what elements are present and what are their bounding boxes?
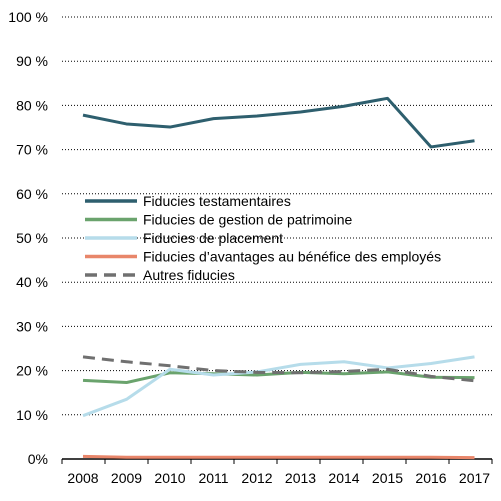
x-tick-label: 2014 bbox=[328, 470, 359, 486]
y-tick-label: 20 % bbox=[16, 363, 48, 379]
x-tick-label: 2015 bbox=[372, 470, 403, 486]
x-axis bbox=[61, 458, 493, 464]
y-tick-label: 80 % bbox=[16, 97, 48, 113]
y-tick-label: 50 % bbox=[16, 230, 48, 246]
x-tick-label: 2011 bbox=[198, 470, 228, 486]
y-tick-label: 30 % bbox=[16, 318, 48, 334]
legend-label: Fiducies d’avantages au bénéfice des emp… bbox=[143, 249, 441, 265]
x-tick-label: 2013 bbox=[285, 470, 316, 486]
x-tick-label: 2017 bbox=[459, 470, 490, 486]
series-line-3 bbox=[82, 355, 475, 418]
legend-label: Autres fiducies bbox=[143, 267, 235, 283]
legend-label: Fiducies testamentaires bbox=[143, 193, 291, 209]
legend-label: Fiducies de gestion de patrimoine bbox=[143, 212, 353, 228]
y-tick-label: 60 % bbox=[16, 186, 48, 202]
x-tick-label: 2009 bbox=[111, 470, 142, 486]
y-tick-label: 0% bbox=[28, 451, 48, 467]
x-tick-label: 2010 bbox=[154, 470, 185, 486]
y-tick-label: 10 % bbox=[16, 407, 48, 423]
series-line-1 bbox=[82, 96, 475, 149]
y-axis-tick-labels: 0% 10 % 20 % 30 % 40 % 50 % 60 % 70 % 80 % 90 % 10… bbox=[8, 9, 48, 467]
legend: Fiducies testamentaires Fiducies de gesti… bbox=[85, 193, 441, 283]
x-tick-label: 2012 bbox=[241, 470, 272, 486]
y-tick-label: 40 % bbox=[16, 274, 48, 290]
y-tick-label: 100 % bbox=[8, 9, 48, 25]
series-line-5 bbox=[82, 355, 475, 383]
series-line-4 bbox=[82, 454, 475, 460]
x-tick-label: 2016 bbox=[415, 470, 446, 486]
x-tick-label: 2008 bbox=[67, 470, 98, 486]
series-lines bbox=[82, 96, 475, 460]
x-axis-tick-labels: 2008 2009 2010 2011 2012 2013 2014 2015 2016 2017 bbox=[67, 470, 490, 486]
y-tick-label: 70 % bbox=[16, 142, 48, 158]
y-tick-label: 90 % bbox=[16, 53, 48, 69]
legend-label: Fiducies de placement bbox=[143, 230, 283, 246]
